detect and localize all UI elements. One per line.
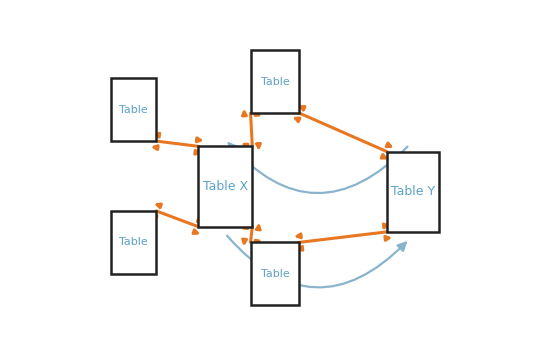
- Bar: [251, 50, 299, 113]
- FancyArrowPatch shape: [229, 143, 408, 193]
- Text: Table: Table: [119, 237, 148, 247]
- Text: Table: Table: [261, 77, 289, 87]
- Bar: [198, 146, 252, 227]
- Text: Table X: Table X: [202, 180, 248, 193]
- Text: Table Y: Table Y: [391, 185, 435, 198]
- Text: Table: Table: [261, 269, 289, 279]
- Bar: [111, 78, 156, 141]
- Bar: [251, 243, 299, 305]
- FancyArrowPatch shape: [227, 236, 406, 287]
- Text: Table: Table: [119, 105, 148, 115]
- Bar: [111, 211, 156, 274]
- Bar: [387, 152, 439, 232]
